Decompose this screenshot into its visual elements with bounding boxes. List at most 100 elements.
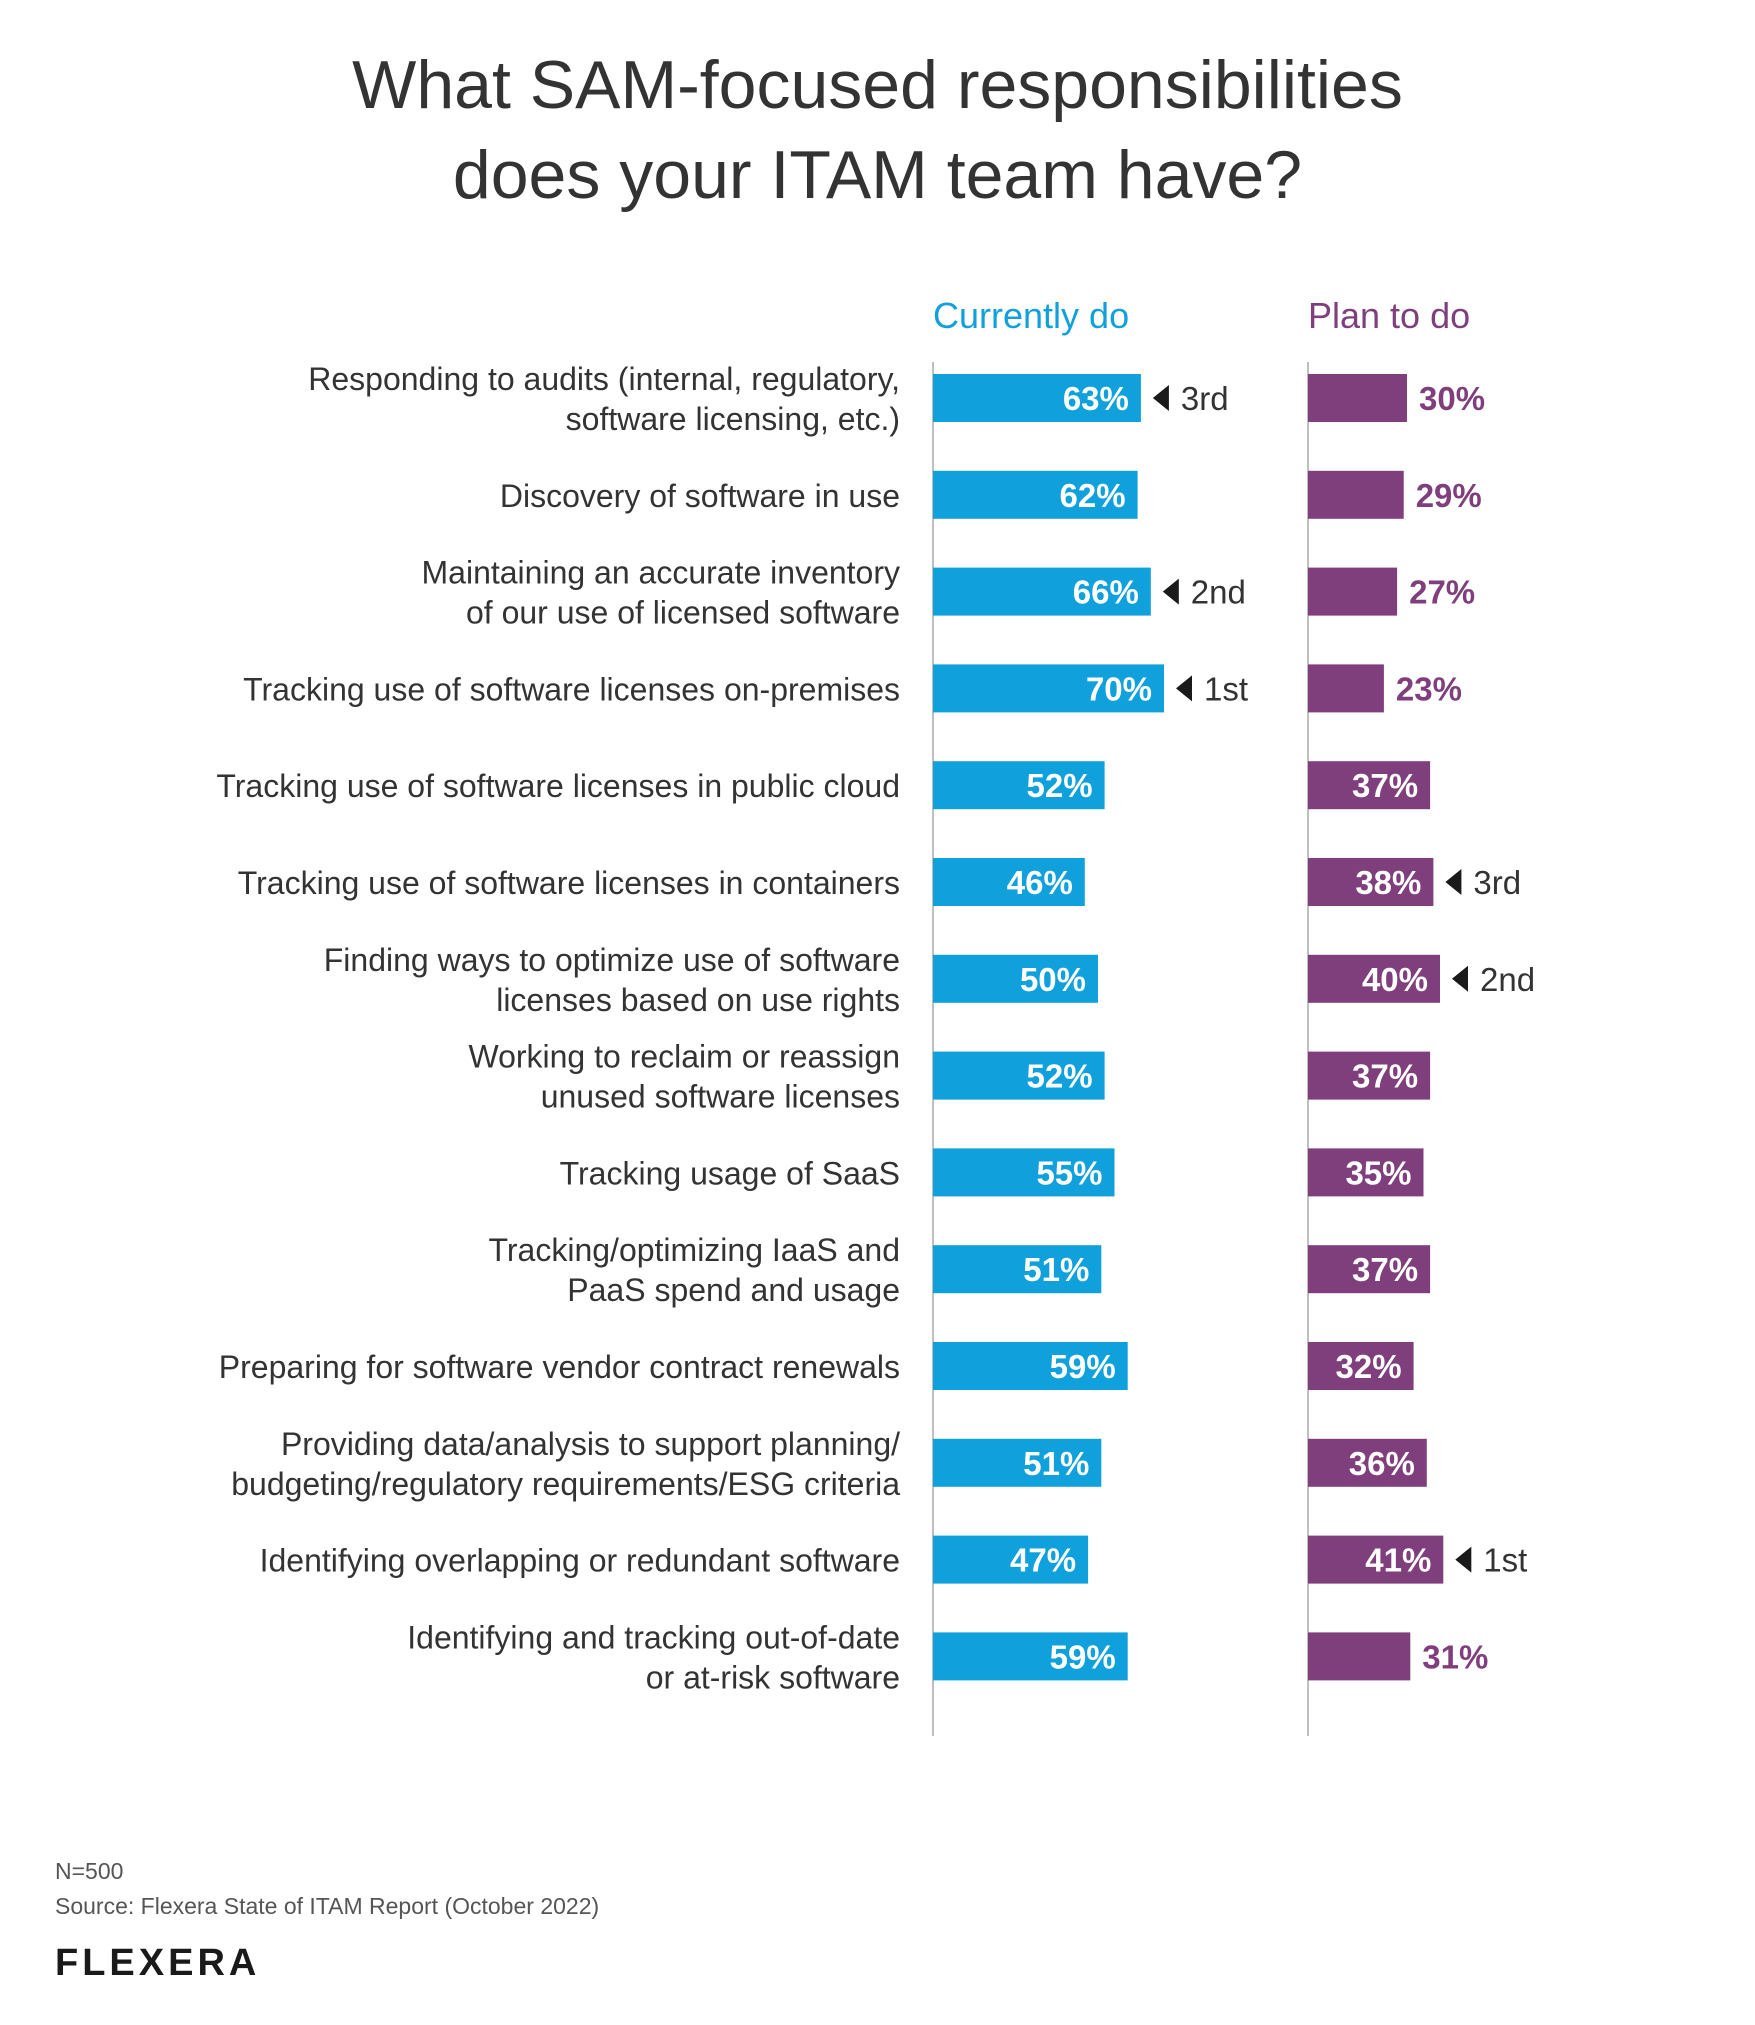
value-label-plan: 31%: [1422, 1638, 1488, 1675]
category-label-line: PaaS spend and usage: [567, 1272, 900, 1308]
category-label: Tracking use of software licenses in pub…: [216, 768, 900, 804]
category-label: Providing data/analysis to support plann…: [231, 1426, 900, 1502]
bar-plan: [1308, 664, 1384, 713]
bar-plan: [1308, 374, 1407, 422]
value-label-plan: 23%: [1396, 670, 1462, 707]
category-label: Tracking usage of SaaS: [560, 1155, 900, 1191]
bar-current: [933, 761, 1105, 810]
category-label: Discovery of software in use: [500, 478, 900, 514]
category-label-line: Finding ways to optimize use of software: [324, 942, 900, 978]
category-label-line: Tracking use of software licenses on-pre…: [243, 671, 900, 707]
category-label-line: Maintaining an accurate inventory: [422, 555, 901, 591]
category-label-line: or at-risk software: [646, 1659, 900, 1695]
rank-marker-icon: [1452, 965, 1468, 992]
category-label: Tracking/optimizing IaaS and PaaS spend a…: [489, 1232, 900, 1308]
value-label-current: 59%: [1050, 1348, 1116, 1385]
rank-label-plan: 2nd: [1480, 961, 1535, 998]
flexera-logo: FLEXERA: [55, 1943, 260, 1983]
category-label: Preparing for software vendor contract r…: [219, 1349, 900, 1385]
bar-current: [933, 1245, 1102, 1294]
category-label: Identifying and tracking out-of-date or a…: [407, 1619, 900, 1695]
category-label: Tracking use of software licenses on-pre…: [243, 671, 900, 707]
bar-current: [933, 1051, 1105, 1100]
bar-plan: [1308, 761, 1431, 810]
bar-plan: [1308, 1051, 1431, 1100]
value-label-plan: 27%: [1409, 574, 1475, 611]
bar-plan: [1308, 858, 1434, 906]
category-label: Responding to audits (internal, regulato…: [308, 361, 900, 437]
value-label-plan: 32%: [1336, 1348, 1402, 1385]
bar-plan: [1308, 1438, 1427, 1487]
bar-current: [933, 567, 1151, 616]
rank-marker-icon: [1152, 385, 1169, 411]
value-label-plan: 29%: [1416, 477, 1482, 514]
value-label-current: 52%: [1027, 1058, 1093, 1095]
value-label-plan: 30%: [1419, 380, 1485, 417]
bar-chart: Currently do Plan to do Responding to audi…: [216, 295, 1535, 1736]
value-label-plan: 37%: [1352, 767, 1418, 804]
value-label-plan: 35%: [1345, 1154, 1411, 1191]
value-label-current: 66%: [1073, 574, 1139, 611]
category-label-line: Identifying and tracking out-of-date: [407, 1619, 900, 1655]
bar-current: [933, 858, 1085, 906]
category-label-line: Tracking usage of SaaS: [560, 1155, 900, 1191]
rank-marker-icon: [1162, 578, 1179, 605]
source-note: Source: Flexera State of ITAM Report (Oc…: [55, 1893, 600, 1919]
bar-current: [933, 1342, 1128, 1390]
category-label-line: Tracking use of software licenses in con…: [238, 865, 900, 901]
chart-title: What SAM-focused responsibilities does y…: [0, 40, 1755, 220]
category-label: Working to reclaim or reassign unused sof…: [468, 1039, 900, 1115]
bar-current: [933, 1438, 1102, 1487]
bar-current: [933, 1148, 1115, 1197]
value-label-plan: 37%: [1352, 1058, 1418, 1095]
value-label-plan: 36%: [1349, 1445, 1415, 1482]
category-label-line: Providing data/analysis to support plann…: [281, 1426, 900, 1462]
value-label-current: 47%: [1010, 1542, 1076, 1579]
chart-title-line-2: does your ITAM team have?: [452, 137, 1303, 213]
category-label-line: of our use of licensed software: [466, 595, 900, 631]
category-label-line: Identifying overlapping or redundant sof…: [260, 1543, 900, 1579]
chart-title-line-1: What SAM-focused responsibilities: [352, 47, 1403, 123]
category-label: Tracking use of software licenses in con…: [238, 865, 900, 901]
bar-plan: [1308, 1535, 1444, 1584]
value-label-plan: 40%: [1362, 961, 1428, 998]
rank-label-current: 1st: [1204, 670, 1248, 707]
category-label-line: Preparing for software vendor contract r…: [219, 1349, 900, 1385]
value-label-current: 50%: [1020, 961, 1086, 998]
category-label: Identifying overlapping or redundant sof…: [260, 1543, 900, 1579]
rank-marker-icon: [1445, 869, 1462, 895]
category-label-line: Working to reclaim or reassign: [468, 1039, 900, 1075]
bar-plan: [1308, 1342, 1414, 1390]
bar-current: [933, 1632, 1128, 1681]
bar-current: [933, 470, 1138, 519]
value-label-current: 55%: [1036, 1154, 1102, 1191]
rank-label-plan: 1st: [1483, 1542, 1527, 1579]
category-label: Maintaining an accurate inventory of our …: [422, 555, 901, 631]
category-label-line: unused software licenses: [541, 1079, 900, 1115]
bar-plan: [1308, 1245, 1431, 1294]
value-label-current: 70%: [1086, 670, 1152, 707]
bar-plan: [1308, 1632, 1411, 1681]
value-label-plan: 37%: [1352, 1251, 1418, 1288]
rank-marker-icon: [1455, 1546, 1472, 1573]
rank-label-plan: 3rd: [1473, 864, 1521, 901]
flexera-logo-text: FLEXERA: [55, 1943, 260, 1983]
rank-label-current: 2nd: [1191, 574, 1246, 611]
category-label-line: Tracking use of software licenses in pub…: [216, 768, 900, 804]
value-label-current: 46%: [1007, 864, 1073, 901]
category-label-line: Discovery of software in use: [500, 478, 900, 514]
bar-current: [933, 1535, 1089, 1584]
value-label-plan: 38%: [1355, 864, 1421, 901]
category-label-line: licenses based on use rights: [496, 982, 900, 1018]
bar-current: [933, 954, 1098, 1003]
category-label-line: software licensing, etc.): [566, 401, 900, 437]
value-label-current: 52%: [1027, 767, 1093, 804]
value-label-current: 51%: [1023, 1445, 1089, 1482]
category-label-line: budgeting/regulatory requirements/ESG cr…: [231, 1466, 900, 1502]
bar-current: [933, 664, 1164, 713]
value-label-current: 62%: [1060, 477, 1126, 514]
series-header-currently-do: Currently do: [933, 295, 1129, 336]
bar-plan: [1308, 470, 1404, 519]
series-header-plan-to-do: Plan to do: [1308, 295, 1470, 336]
value-label-current: 51%: [1023, 1251, 1089, 1288]
